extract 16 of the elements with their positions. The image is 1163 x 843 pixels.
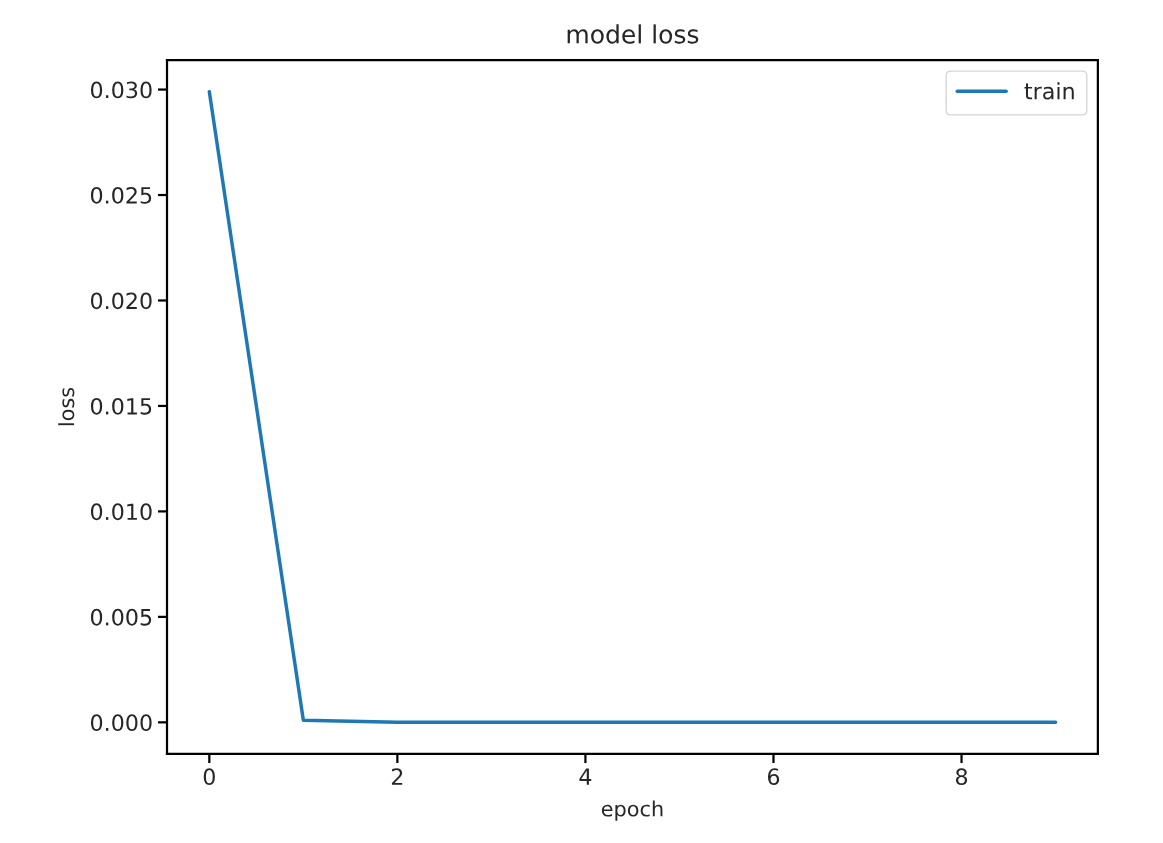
- x-tick-label: 4: [579, 768, 592, 785]
- y-tick-label: 0.000: [90, 714, 152, 732]
- x-axis-title: epoch: [601, 800, 663, 821]
- y-tick-label: 0.030: [90, 81, 152, 99]
- y-tick-label: 0.015: [90, 397, 152, 415]
- x-tick-label: 6: [767, 768, 780, 786]
- x-tick-label: 2: [391, 768, 403, 785]
- y-axis-title: loss: [58, 387, 75, 426]
- chart-title: model loss: [567, 24, 699, 44]
- y-tick-label: 0.010: [90, 503, 152, 521]
- y-tick-label: 0.025: [90, 186, 152, 204]
- x-tick-label: 0: [203, 768, 215, 786]
- x-tick-label: 8: [955, 768, 968, 786]
- y-tick-label: 0.005: [90, 608, 152, 626]
- y-tick-label: 0.020: [90, 292, 152, 310]
- legend-label: train: [1024, 82, 1074, 100]
